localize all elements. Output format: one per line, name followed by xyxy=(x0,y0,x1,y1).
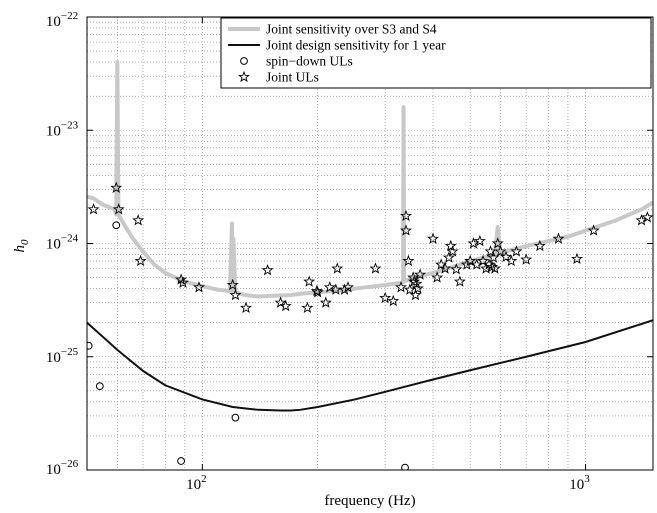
joint-ul-point xyxy=(176,276,189,288)
joint-ul-point xyxy=(488,262,501,274)
joint-ul-point xyxy=(261,264,274,276)
joint-ul-point xyxy=(409,288,422,301)
joint-ul-point xyxy=(303,275,316,287)
joint-ul-point xyxy=(446,245,459,257)
joint-ul-point xyxy=(444,239,457,252)
x-axis-label: frequency (Hz) xyxy=(324,493,415,509)
joint-ul-point xyxy=(132,214,145,226)
joint-ul-point xyxy=(520,253,533,265)
joint-ul-point xyxy=(411,282,424,294)
joint-ul-point xyxy=(369,262,382,274)
legend-label: spin−down ULs xyxy=(266,54,353,69)
joint-ul-point xyxy=(331,262,344,274)
joint-ul-point xyxy=(431,271,444,283)
x-tick-label: 102 xyxy=(186,473,207,493)
joint-ul-point xyxy=(175,273,188,285)
x-tick-label: 103 xyxy=(569,473,590,493)
y-tick-label: 10−23 xyxy=(46,119,79,139)
joint-ul-point xyxy=(301,301,314,313)
joint-ul-point xyxy=(450,263,463,275)
joint-ul-point xyxy=(587,224,600,236)
joint-ul-point xyxy=(442,251,455,263)
joint-ul-point xyxy=(473,234,486,247)
joint-ul-point xyxy=(226,278,239,291)
joint-ul-point xyxy=(134,254,147,267)
joint-ul-point xyxy=(193,281,205,293)
legend-label: Joint design sensitivity for 1 year xyxy=(266,38,446,53)
joint-ul-point xyxy=(400,209,412,222)
joint-ul-point xyxy=(510,245,523,257)
legend-box xyxy=(220,17,652,89)
joint-ul-point xyxy=(112,203,125,215)
legend-label: Joint ULs xyxy=(266,70,319,85)
spin-down-ul-point xyxy=(401,463,409,470)
series-group xyxy=(87,60,653,470)
joint-ul-point xyxy=(310,284,323,297)
y-tick-label: 10−25 xyxy=(46,346,79,366)
joint-ul-point xyxy=(505,254,518,267)
joint-ul-point xyxy=(323,281,336,293)
joint-ul-point xyxy=(395,281,408,293)
joint-ul-point xyxy=(533,239,546,252)
spin-down-ul-point xyxy=(112,221,121,230)
spin-down-ul-point xyxy=(231,413,240,422)
spin-down-ul-point xyxy=(95,382,104,391)
y-axis-label-main: h xyxy=(12,245,28,253)
legend-swatch-circle xyxy=(240,57,248,65)
joint-ul-point xyxy=(240,301,252,313)
joint-ul-point xyxy=(319,296,332,308)
series-design-sensitivity-line xyxy=(87,319,653,412)
joint-ul-point xyxy=(453,275,466,287)
y-axis-label: h0 xyxy=(12,239,31,253)
y-tick-label: 10−22 xyxy=(46,10,78,30)
spin-down-ul-point xyxy=(177,457,185,465)
joint-ul-point xyxy=(229,288,242,301)
joint-ul-point xyxy=(87,203,100,215)
joint-ul-point xyxy=(552,232,565,244)
series-layer xyxy=(87,60,653,470)
y-axis-label-sub: 0 xyxy=(19,239,31,245)
legend-swatch-star xyxy=(238,70,250,83)
joint-ul-point xyxy=(402,254,415,267)
joint-ul-point xyxy=(279,299,292,312)
legend-label: Joint sensitivity over S3 and S4 xyxy=(266,22,437,37)
joint-ul-point xyxy=(439,262,452,274)
joint-ul-point xyxy=(464,254,477,267)
joint-ul-point xyxy=(477,254,489,267)
joint-ul-point xyxy=(491,237,504,249)
svg-text:h0: h0 xyxy=(12,239,31,253)
y-tick-label: 10−26 xyxy=(46,458,79,478)
y-tick-label: 10−24 xyxy=(46,233,79,253)
joint-ul-point xyxy=(110,181,123,193)
joint-ul-point xyxy=(641,211,653,223)
joint-ul-point xyxy=(387,294,400,307)
tick-labels: 102 103 10−22 10−23 10−24 10−25 10−26 xyxy=(46,10,590,493)
joint-ul-point xyxy=(414,268,427,280)
joint-ul-point xyxy=(379,291,392,304)
joint-ul-point xyxy=(484,245,497,257)
joint-ul-point xyxy=(467,237,480,249)
joint-ul-point xyxy=(400,224,412,236)
joint-ul-point xyxy=(342,281,355,293)
spin-down-ul-point xyxy=(87,341,93,350)
joint-ul-point xyxy=(571,252,583,265)
joint-ul-point xyxy=(311,286,324,298)
joint-ul-point xyxy=(427,232,440,244)
joint-ul-point xyxy=(494,245,507,257)
